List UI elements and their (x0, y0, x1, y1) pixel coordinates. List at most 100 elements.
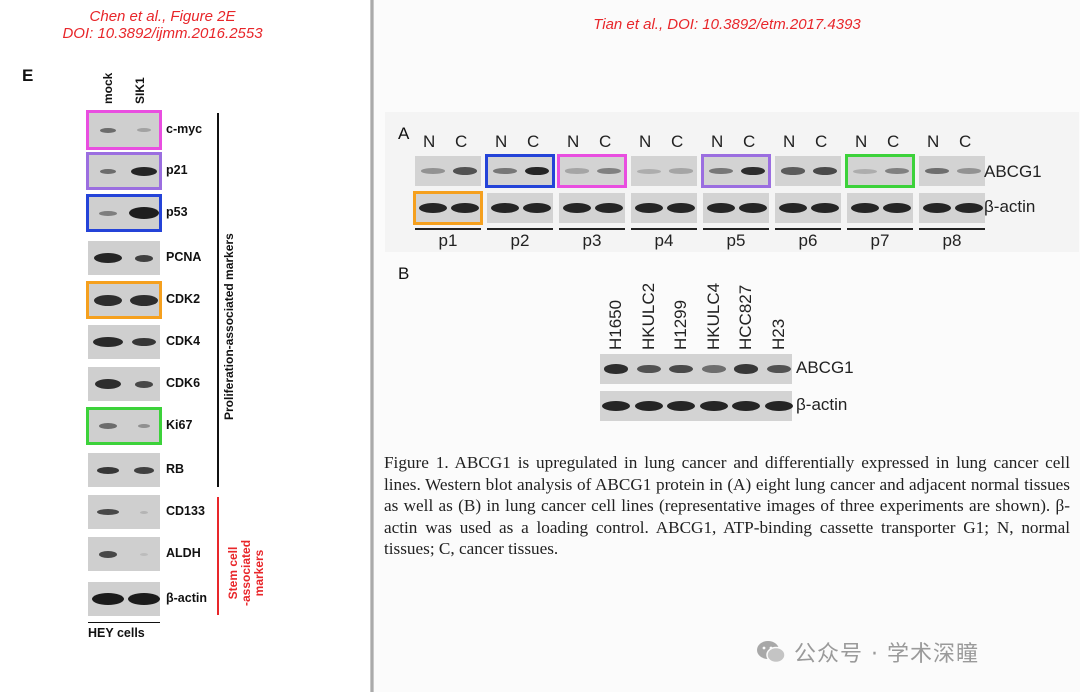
bactin-blot (703, 193, 769, 223)
band (669, 168, 693, 174)
blot-p53 (88, 196, 160, 230)
blot-cdk4 (88, 325, 160, 359)
highlight-box (485, 154, 555, 188)
cell-line-label: H1650 (606, 299, 625, 350)
blot-cdk6 (88, 367, 160, 401)
abcg1-blot (775, 156, 841, 186)
band (451, 203, 479, 213)
pair-label: p2 (510, 231, 530, 250)
band (129, 207, 159, 219)
band (709, 167, 733, 175)
lane-c: C (599, 132, 612, 151)
abcg1-blot (559, 156, 625, 186)
band (701, 365, 726, 373)
pair-rule (919, 228, 985, 230)
band (739, 203, 767, 213)
band (421, 168, 445, 174)
band (135, 380, 153, 388)
pair-label: p8 (942, 231, 962, 250)
abcg1-blot (703, 156, 769, 186)
protein-label: p53 (166, 205, 188, 219)
band (419, 203, 447, 213)
band (99, 210, 117, 216)
band (491, 203, 519, 213)
blot-cdk2 (88, 283, 160, 317)
band (135, 254, 153, 262)
band (813, 167, 837, 175)
cell-line-label: HKULC4 (703, 282, 723, 350)
band (138, 424, 150, 428)
blot-actin (88, 582, 160, 616)
pair-rule (415, 228, 481, 230)
band (923, 203, 951, 213)
pair-rule (559, 228, 625, 230)
left-source-line2: DOI: 10.3892/ijmm.2016.2553 (62, 25, 263, 42)
column-label-mock: mock (101, 72, 115, 104)
blot-cd133 (88, 495, 160, 529)
blot-cmyc (88, 112, 160, 148)
highlight-box (86, 152, 162, 190)
lane-n: N (855, 132, 868, 151)
lane-c: C (671, 132, 684, 151)
abcg1-blot (847, 156, 913, 186)
pair-rule (703, 228, 769, 230)
highlight-box (413, 191, 483, 225)
lane-n: N (567, 132, 580, 151)
band (97, 509, 119, 515)
highlight-box (86, 194, 162, 232)
proliferation-group-label: Proliferation-associated markers (222, 233, 236, 420)
footer-rule (88, 622, 160, 623)
band (130, 294, 158, 306)
band (766, 364, 791, 374)
stem-group-label: Stem cell -associated markers (226, 540, 266, 606)
band (100, 127, 116, 133)
band (699, 401, 728, 411)
band (853, 168, 877, 174)
right-page-background (374, 0, 1080, 692)
lane-c: C (815, 132, 828, 151)
blot-p21 (88, 154, 160, 188)
abcg1-blot (415, 156, 481, 186)
band (635, 203, 663, 213)
highlight-box (557, 154, 627, 188)
protein-label: ALDH (166, 546, 201, 560)
band (565, 168, 589, 174)
highlight-box (86, 281, 162, 319)
abcg1-blot-b (600, 354, 792, 384)
abcg1-blot (919, 156, 985, 186)
protein-label: CD133 (166, 504, 205, 518)
band (597, 167, 621, 175)
page-divider (370, 0, 374, 692)
bactin-blot (919, 193, 985, 223)
lane-c: C (743, 132, 756, 151)
cell-line-footer: HEY cells (88, 626, 145, 640)
band (811, 203, 839, 213)
protein-label: c-myc (166, 122, 203, 136)
pair-rule (631, 228, 697, 230)
band (885, 167, 909, 175)
bactin-blot (559, 193, 625, 223)
pair-label: p4 (654, 231, 674, 250)
band (925, 167, 949, 175)
right-source-citation: Tian et al., DOI: 10.3892/etm.2017.4393 (593, 16, 861, 33)
protein-label: PCNA (166, 250, 202, 264)
band (493, 167, 517, 175)
figure-caption: Figure 1. ABCG1 is upregulated in lung c… (384, 453, 1070, 559)
protein-label: CDK6 (166, 376, 201, 390)
abcg1-blot (487, 156, 553, 186)
cell-line-label: H1299 (671, 299, 690, 350)
lane-c: C (887, 132, 900, 151)
cell-line-label: HKULC2 (638, 282, 658, 350)
bactin-blot (775, 193, 841, 223)
bactin-label-b: β-actin (796, 395, 848, 414)
bactin-blot-b (600, 391, 793, 421)
left-source-line1: Chen et al., Figure 2E (89, 8, 236, 25)
bactin-blot (847, 193, 913, 223)
band (563, 203, 591, 213)
band (637, 168, 661, 174)
band (707, 203, 735, 213)
band (131, 166, 157, 176)
blot-pcna (88, 241, 160, 275)
bactin-label-a: β-actin (984, 197, 1036, 216)
panel-letter-e: E (22, 66, 34, 85)
